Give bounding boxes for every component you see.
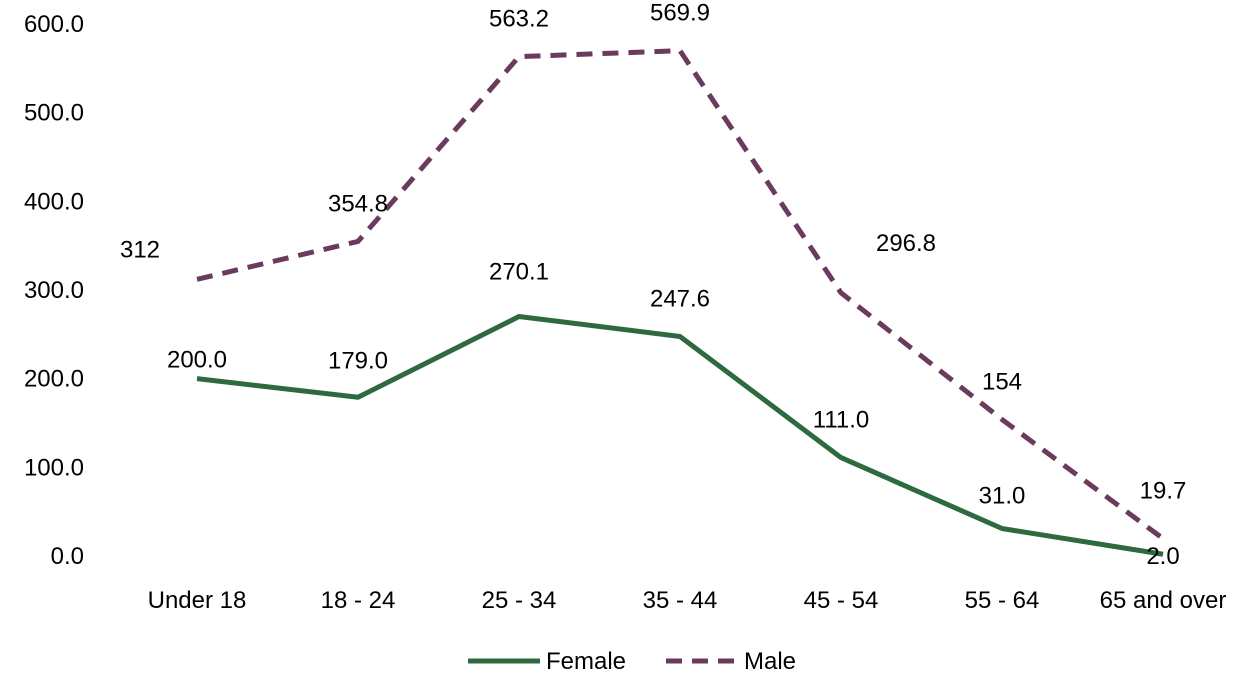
y-axis: 0.0 100.0 200.0 300.0 400.0 500.0 600.0 (24, 11, 84, 570)
legend: Female Male (468, 648, 796, 674)
data-label-female: 200.0 (167, 347, 227, 374)
x-tick-label: Under 18 (148, 587, 247, 614)
data-label-male: 354.8 (328, 190, 388, 217)
data-label-male: 19.7 (1140, 478, 1187, 505)
data-label-male: 563.2 (489, 6, 549, 33)
x-tick-label: 18 - 24 (321, 587, 396, 614)
y-tick-label: 500.0 (24, 100, 84, 127)
data-label-female: 247.6 (650, 285, 710, 312)
legend-item-male[interactable]: Male (666, 648, 796, 674)
y-tick-label: 400.0 (24, 188, 84, 215)
data-label-male: 569.9 (650, 0, 710, 27)
x-tick-label: 45 - 54 (804, 587, 879, 614)
data-label-female: 270.1 (489, 259, 549, 286)
y-tick-label: 200.0 (24, 366, 84, 393)
data-label-male: 296.8 (876, 230, 936, 257)
legend-label-male: Male (744, 648, 796, 674)
series-line-female (196, 314, 1164, 557)
series-line-male (196, 48, 1165, 541)
data-label-male: 312 (120, 236, 160, 263)
x-axis: Under 18 18 - 24 25 - 34 35 - 44 45 - 54 55 -… (148, 587, 1227, 614)
data-labels: 200.0 179.0 270.1 247.6 111.0 31.0 2.0 312 354.8… (120, 0, 1186, 570)
data-label-female: 179.0 (328, 347, 388, 374)
y-tick-label: 300.0 (24, 277, 84, 304)
series-layer (196, 48, 1165, 557)
data-label-female: 31.0 (979, 483, 1026, 510)
x-tick-label: 25 - 34 (482, 587, 557, 614)
data-label-female: 111.0 (813, 407, 870, 434)
y-tick-label: 100.0 (24, 454, 84, 481)
y-tick-label: 0.0 (51, 543, 84, 570)
x-tick-label: 65 and over (1100, 587, 1227, 614)
data-label-female: 2.0 (1146, 543, 1179, 570)
legend-item-female[interactable]: Female (468, 648, 626, 674)
data-label-male: 154 (982, 368, 1022, 395)
legend-label-female: Female (546, 648, 626, 674)
x-tick-label: 55 - 64 (965, 587, 1040, 614)
x-tick-label: 35 - 44 (643, 587, 718, 614)
y-tick-label: 600.0 (24, 11, 84, 38)
